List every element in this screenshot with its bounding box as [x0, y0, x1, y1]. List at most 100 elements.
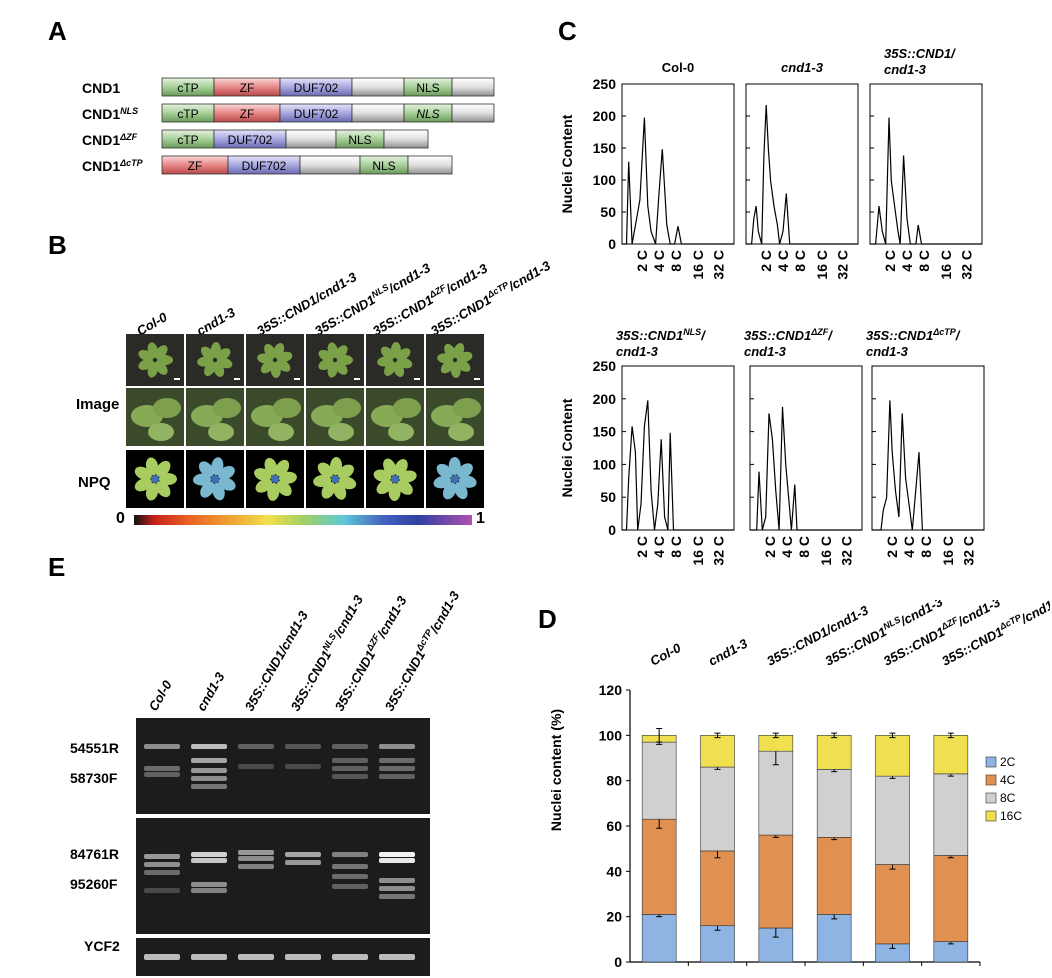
legend-swatch [985, 810, 997, 822]
histogram-trace [622, 400, 734, 531]
chart-d-ylabel: Nuclei content (%) [548, 708, 564, 832]
y-tick-label: 120 [599, 682, 623, 698]
panel-b-plant-images [126, 334, 484, 508]
y-tick-label: 60 [606, 818, 622, 834]
category-label: Col-0 [648, 640, 684, 669]
domain-linker [407, 155, 453, 175]
y-tick-label: 0 [614, 954, 622, 970]
row-label-image: Image [76, 396, 120, 413]
histogram-title: cnd1-3 [866, 344, 909, 359]
histogram-frame [621, 365, 735, 531]
category-label: cnd1-3 [706, 635, 751, 668]
domain-label: NLS [372, 159, 395, 173]
histogram-title: cnd1-3 [616, 344, 659, 359]
error-bar [714, 732, 721, 739]
error-bar [656, 728, 663, 743]
histogram-title: cnd1-3 [781, 60, 824, 75]
x-tick-label: 32 C [710, 536, 726, 566]
y-tick-label: 20 [606, 909, 622, 925]
domain-linker [285, 129, 337, 149]
construct-name: CND1 [82, 80, 120, 96]
x-tick-label: 32 C [960, 536, 976, 566]
x-tick-label: 8 C [918, 536, 934, 558]
bar-segment-8c [816, 769, 852, 838]
histogram-ylabel: Nuclei Content [559, 114, 575, 213]
gel-label-95260f: 95260F [70, 876, 118, 892]
domain-label: ZF [188, 159, 203, 173]
domain-label: NLS [416, 81, 439, 95]
error-bar [831, 732, 838, 739]
bar-segment-8c [641, 741, 677, 820]
panel-label-d: D [538, 604, 557, 634]
npq-scale-min: 0 [116, 510, 125, 527]
bar-segment-8c [933, 773, 969, 856]
y-tick-label: 50 [600, 489, 616, 505]
bar-segment-4c [758, 834, 794, 929]
gel-label-58730f: 58730F [70, 770, 118, 786]
y-tick-label: 80 [606, 773, 622, 789]
y-tick-label: 200 [593, 108, 617, 124]
bar-segment-16c [816, 735, 852, 770]
x-tick-label: 32 C [958, 250, 974, 280]
x-tick-label: 16 C [940, 536, 956, 566]
histogram-title: 35S::CND1/ [884, 46, 956, 61]
histogram-trace [746, 104, 858, 245]
bar-segment-16c [700, 735, 735, 768]
construct-name: CND1NLS [82, 106, 138, 122]
y-tick-label: 0 [608, 236, 616, 252]
histogram-frame [749, 365, 863, 531]
domain-linker [383, 129, 429, 149]
bar-segment-16c [933, 735, 969, 775]
bar-segment-2c [816, 914, 852, 963]
bar-segment-4c [816, 837, 852, 915]
bar-segment-2c [933, 941, 969, 963]
legend-swatch [985, 756, 997, 768]
gel-label-84761r: 84761R [70, 846, 120, 862]
x-tick-label: 8 C [916, 250, 932, 272]
category-label: 35S::CND1/cnd1-3 [764, 602, 871, 669]
gel-label-54551r: 54551R [70, 740, 120, 756]
domain-label: cTP [177, 133, 198, 147]
panel-e-gel-images [136, 718, 430, 976]
domain-label: DUF702 [294, 107, 339, 121]
histogram-title: 35S::CND1ΔcTP/ [866, 327, 961, 343]
x-tick-label: 2 C [758, 250, 774, 272]
y-tick-label: 150 [593, 140, 617, 156]
error-bar [889, 732, 896, 739]
gel-image [136, 818, 430, 934]
domain-linker [351, 103, 405, 123]
legend-label: 4C [1000, 773, 1016, 787]
y-tick-label: 100 [599, 727, 623, 743]
error-bar [772, 732, 779, 739]
y-tick-label: 250 [593, 358, 617, 374]
x-tick-label: 16 C [938, 250, 954, 280]
domain-label: DUF702 [294, 81, 339, 95]
panel-label-a: A [48, 16, 67, 46]
genotype-label: 35S::CND1/cnd1-3 [254, 269, 360, 339]
construct-name: CND1ΔZF [82, 132, 138, 148]
bar-segment-4c [875, 864, 910, 945]
error-bar [947, 732, 954, 739]
histogram-title: Col-0 [662, 60, 695, 75]
domain-label: DUF702 [228, 133, 273, 147]
plant-photo [126, 334, 184, 386]
bar-segment-4c [641, 818, 677, 915]
y-tick-label: 100 [593, 172, 617, 188]
x-tick-label: 16 C [690, 536, 706, 566]
construct-name: CND1ΔcTP [82, 158, 144, 174]
x-tick-label: 4 C [779, 536, 795, 558]
legend-swatch [985, 792, 997, 804]
domain-label: ZF [240, 81, 255, 95]
panel-e-genotype-labels: Col-0 cnd1-3 35S::CND1/cnd1-335S::CND1NLS/… [146, 588, 463, 714]
npq-scale-max: 1 [476, 510, 485, 527]
domain-label: cTP [177, 81, 198, 95]
histogram-trace [750, 406, 862, 531]
x-tick-label: 2 C [882, 250, 898, 272]
x-tick-label: 2 C [634, 250, 650, 272]
x-tick-label: 16 C [818, 536, 834, 566]
panel-d-stacked-bar-chart: 0 20 40 60 80 100 120 Col-0 cnd1-3 35S::CND1/cnd1… [599, 600, 1050, 970]
domain-linker [299, 155, 361, 175]
gel-image [136, 718, 430, 814]
legend-swatch [985, 774, 997, 786]
domain-label: DUF702 [242, 159, 287, 173]
